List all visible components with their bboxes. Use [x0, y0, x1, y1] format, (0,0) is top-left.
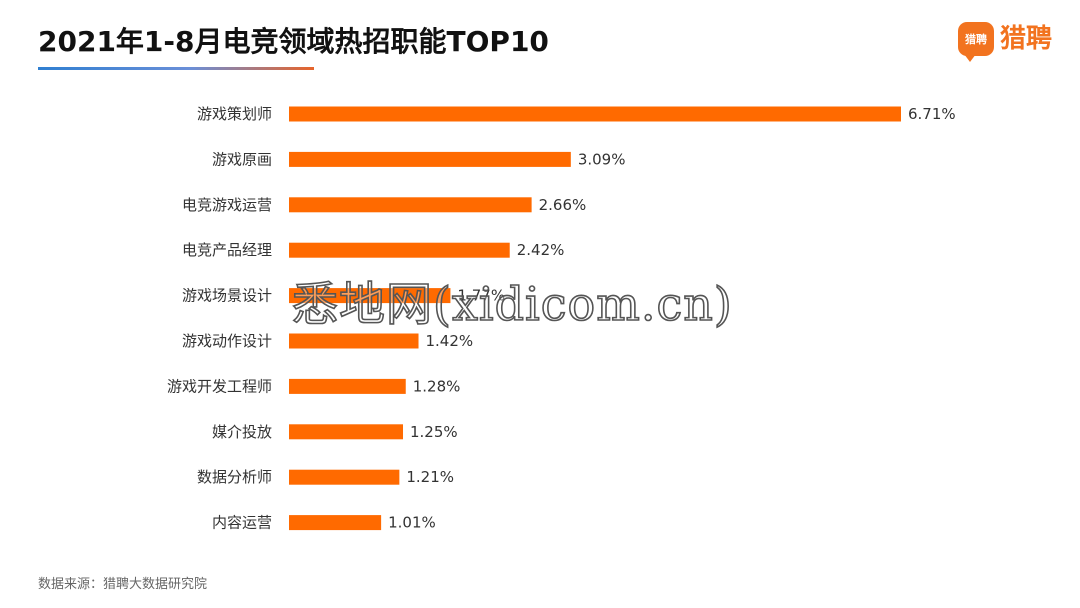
bar: [289, 288, 451, 304]
category-label: 游戏开发工程师: [167, 377, 272, 395]
liepin-logo-text: 猎聘: [1000, 24, 1053, 54]
category-label: 电竞产品经理: [182, 241, 272, 259]
liepin-logo: 猎聘 猎聘: [958, 20, 1068, 62]
bar: [289, 197, 532, 213]
value-label: 3.09%: [578, 150, 626, 168]
category-label: 媒介投放: [212, 423, 272, 441]
category-label: 内容运营: [212, 514, 272, 532]
bar: [289, 242, 510, 258]
category-label: 游戏策划师: [197, 105, 272, 123]
title-underline: [38, 67, 314, 70]
value-label: 1.21%: [406, 468, 454, 486]
bar: [289, 378, 406, 394]
bar: [289, 469, 400, 485]
bar: [289, 151, 571, 167]
value-label: 1.28%: [413, 377, 461, 395]
value-label: 6.71%: [908, 105, 956, 123]
bar: [289, 333, 419, 349]
category-label: 电竞游戏运营: [182, 196, 272, 214]
value-label: 1.77%: [457, 287, 505, 305]
value-label: 1.42%: [426, 332, 474, 350]
value-label: 1.01%: [388, 514, 436, 532]
liepin-logo-icon: 猎聘: [958, 22, 994, 62]
category-label: 数据分析师: [197, 468, 272, 486]
watermark: 悉地网(xidicom.cn): [291, 276, 733, 332]
category-label: 游戏动作设计: [182, 332, 272, 350]
value-label: 2.66%: [539, 196, 587, 214]
value-label: 2.42%: [517, 241, 565, 259]
bar: [289, 424, 404, 440]
category-label: 游戏原画: [212, 150, 272, 168]
value-label: 1.25%: [410, 423, 458, 441]
bar: [289, 515, 382, 531]
page-title: 2021年1-8月电竞领域热招职能TOP10: [38, 25, 549, 58]
bar: [289, 106, 901, 122]
category-label: 游戏场景设计: [182, 287, 272, 305]
data-source-note: 数据来源：猎聘大数据研究院: [38, 577, 208, 592]
